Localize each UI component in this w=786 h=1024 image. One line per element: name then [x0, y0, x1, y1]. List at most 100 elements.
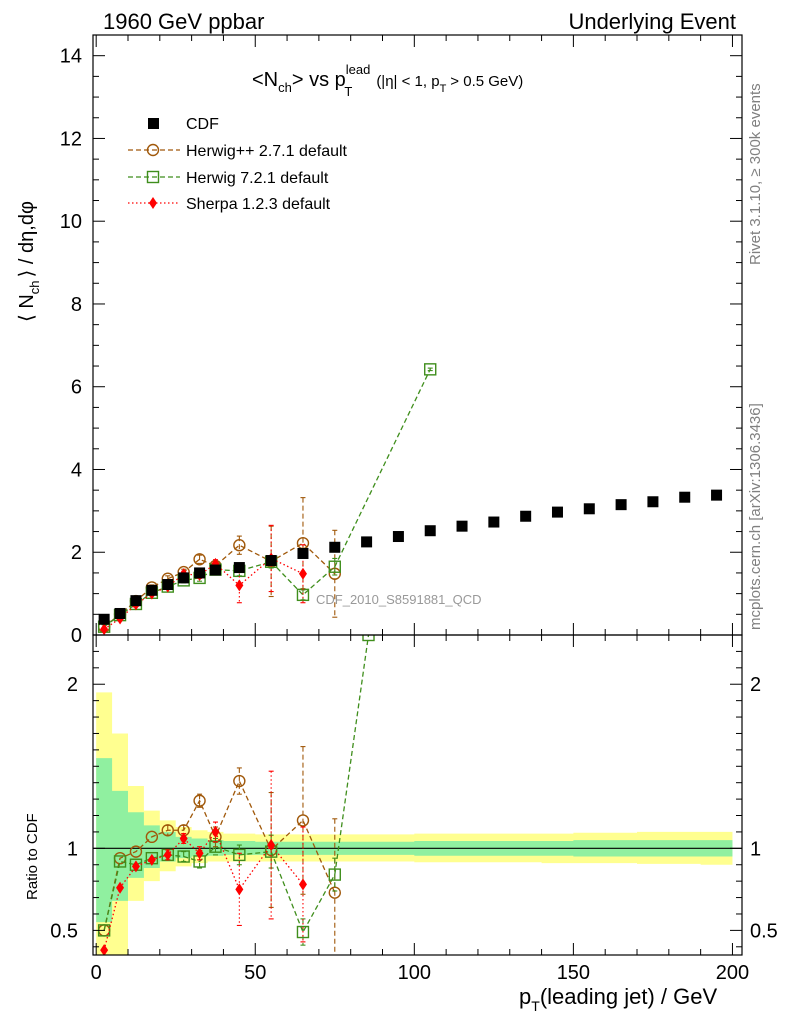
legend-cdf-marker	[148, 118, 159, 129]
ratio-herwigpp-point	[145, 830, 159, 844]
main-sherpa-point	[100, 623, 109, 635]
main-cdf-point	[711, 489, 723, 501]
legend-sherpa-label: Sherpa 1.2.3 default	[186, 196, 331, 213]
ylabel-main: ⟨ Nch ⟩ / dη,dφ	[16, 201, 42, 322]
ratio-herwig7-point	[209, 840, 222, 853]
ratio-herwigpp-point	[296, 814, 310, 827]
ratio-panel-marks	[93, 635, 742, 955]
ratio-sherpa-point	[195, 847, 204, 860]
main-cdf-point	[647, 496, 659, 508]
legend-sherpa-marker	[149, 197, 157, 209]
ratio-sherpa-point	[235, 883, 244, 896]
ratio-herwigpp-line	[103, 779, 336, 931]
main-cdf-point	[615, 499, 627, 511]
header-left: 1960 GeV ppbar	[103, 9, 264, 34]
main-cdf-point	[488, 516, 500, 528]
ratio-herwig7-point	[233, 848, 246, 862]
ylabel-main-b: ⟩ / dη,dφ	[16, 201, 38, 277]
y-tick-label: 14	[60, 46, 82, 68]
ratio-sherpa-line	[103, 830, 304, 951]
main-cdf-point	[233, 562, 245, 574]
ylabel-main-sub: ch	[27, 280, 42, 294]
main-cdf-point	[329, 541, 341, 553]
title-cond-sub: T	[440, 83, 447, 95]
ratio-herwig7-point	[177, 850, 190, 863]
ylabel-main-a: ⟨ N	[16, 294, 38, 322]
ratio-y-tick-label-right: 0.5	[750, 920, 778, 942]
main-cdf-point	[178, 572, 190, 584]
y-tick-label: 10	[60, 211, 82, 233]
xlabel: pT(leading jet) / GeV	[519, 984, 717, 1014]
ratio-sherpa-point	[147, 853, 156, 866]
ratio-y-tick-label-left: 0.5	[50, 920, 78, 942]
ratio-herwig7-point	[113, 855, 127, 868]
main-cdf-point	[297, 547, 309, 559]
main-cdf-point	[679, 491, 691, 503]
ratio-band-outer	[96, 692, 733, 955]
ratio-herwigpp-point	[328, 886, 341, 899]
ratio-sherpa-point	[163, 848, 172, 861]
legend-herwigpp-marker	[146, 143, 160, 157]
main-sherpa-point	[298, 567, 307, 580]
ratio-herwigpp-point	[193, 794, 206, 807]
plot-title: <Nch> vs plead T(|η| < 1, pT > 0.5 GeV)	[252, 62, 523, 99]
main-cdf-point	[162, 579, 174, 591]
main-herwigpp-point	[193, 553, 206, 566]
ratio-herwig7-line	[103, 635, 370, 934]
ratio-sherpa-point	[100, 944, 109, 955]
main-cdf-point	[424, 525, 436, 537]
y-tick-label: 2	[71, 542, 82, 564]
ratio-sherpa-point	[298, 878, 307, 891]
legend-herwigpp-label: Herwig++ 2.7.1 default	[186, 143, 348, 160]
y-tick-label: 8	[71, 294, 82, 316]
x-tick-label: 100	[398, 962, 431, 984]
main-herwigpp-point	[233, 539, 246, 552]
analysis-watermark: CDF_2010_S8591881_QCD	[316, 592, 482, 607]
main-cdf-point	[98, 613, 110, 625]
ratio-herwigpp-point	[129, 845, 143, 858]
legend-cdf-label: CDF	[186, 116, 219, 133]
title-main-mid: > vs p	[292, 69, 346, 91]
ylabel-ratio: Ratio to CDF	[24, 813, 41, 900]
ratio-sherpa-point	[179, 832, 188, 845]
main-panel-marks	[97, 363, 723, 635]
ratio-y-tick-label-right: 1	[750, 838, 761, 860]
y-tick-label: 4	[71, 459, 82, 481]
ratio-sherpa-point	[116, 881, 125, 894]
ratio-y-tick-label-left: 2	[67, 674, 78, 696]
y-tick-label: 6	[71, 377, 82, 399]
y-tick-label: 12	[60, 128, 82, 150]
header-right: Underlying Event	[568, 9, 736, 34]
ratio-sherpa-point	[267, 839, 276, 852]
main-cdf-point	[551, 506, 563, 518]
side-mcplots: mcplots.cern.ch [arXiv:1306.3436]	[747, 403, 764, 630]
xlabel-sub: T	[531, 998, 540, 1014]
ratio-herwigpp-point	[161, 824, 174, 837]
ratio-y-tick-label-right: 2	[750, 674, 761, 696]
main-cdf-point	[209, 564, 221, 576]
main-sherpa-point	[235, 579, 244, 592]
x-tick-label: 150	[557, 962, 590, 984]
legend-herwig7-label: Herwig 7.2.1 default	[186, 170, 329, 187]
legend-herwig7-marker	[146, 170, 160, 184]
title-sup: lead	[346, 62, 371, 77]
title-cond-pre: (|η| < 1, p	[376, 73, 439, 90]
title-sub2: T	[344, 84, 352, 99]
main-herwig7-point	[328, 560, 341, 573]
main-cdf-point	[520, 510, 532, 522]
ratio-herwig7-point	[328, 868, 341, 881]
xlabel-a: p	[519, 984, 531, 1009]
ratio-sherpa-point	[131, 860, 140, 873]
ratio-herwig7-point	[296, 925, 310, 939]
ratio-sherpa-point	[211, 825, 220, 838]
main-cdf-point	[265, 555, 277, 567]
ratio-herwigpp-point	[233, 774, 246, 788]
main-herwigpp-point	[296, 536, 310, 550]
ratio-herwig7-point	[362, 635, 375, 642]
title-cond-post: > 0.5 GeV)	[450, 73, 523, 90]
main-cdf-point	[456, 520, 468, 532]
x-tick-label: 50	[244, 962, 266, 984]
legend: CDF Herwig++ 2.7.1 default Herwig 7.2.1 …	[128, 116, 348, 213]
x-tick-label: 0	[91, 962, 102, 984]
